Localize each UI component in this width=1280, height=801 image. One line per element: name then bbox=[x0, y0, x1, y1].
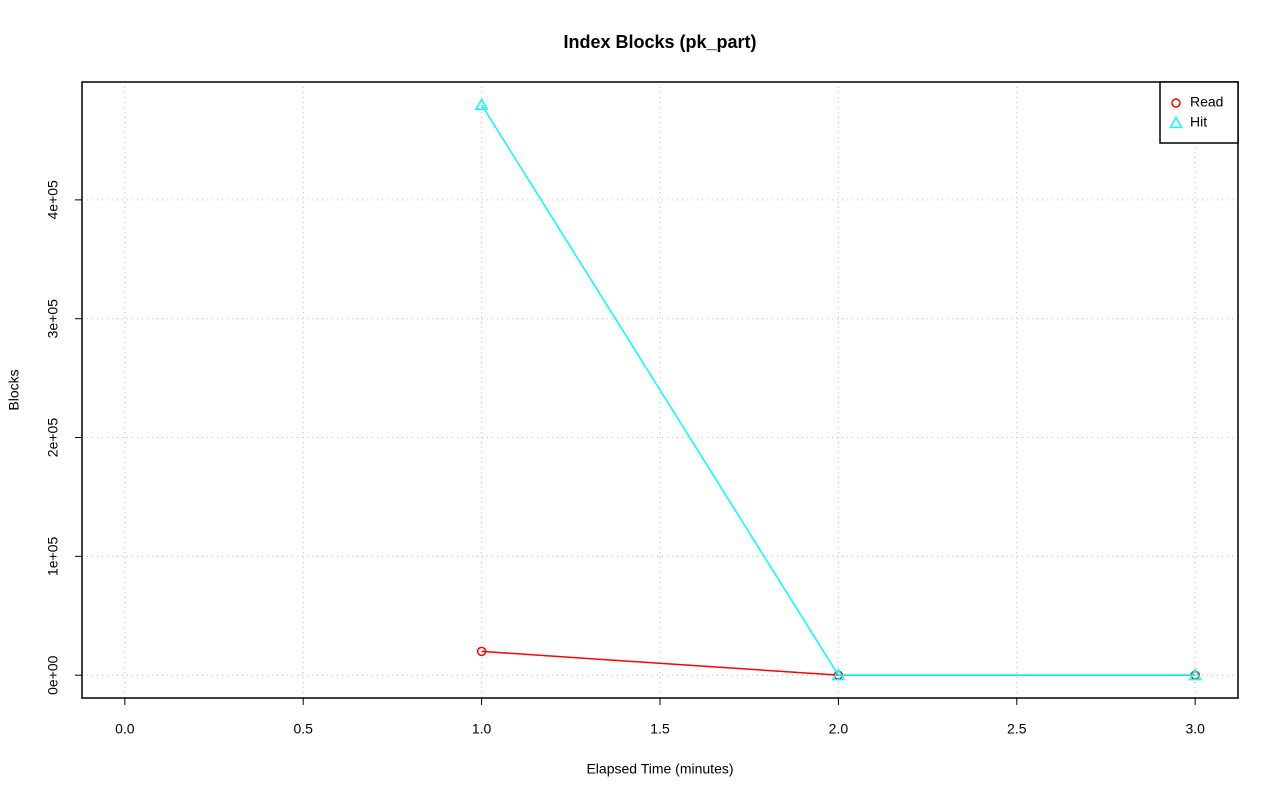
x-tick-label: 2.0 bbox=[829, 721, 849, 737]
x-tick-label: 0.0 bbox=[115, 721, 135, 737]
y-tick-label: 1e+05 bbox=[45, 536, 61, 576]
chart-title: Index Blocks (pk_part) bbox=[563, 32, 756, 52]
x-tick-label: 1.0 bbox=[472, 721, 492, 737]
y-tick-label: 3e+05 bbox=[45, 299, 61, 339]
x-tick-label: 0.5 bbox=[293, 721, 313, 737]
data-point bbox=[831, 668, 846, 681]
data-point bbox=[476, 646, 487, 657]
y-tick-label: 0e+00 bbox=[45, 655, 61, 695]
x-tick-label: 3.0 bbox=[1185, 721, 1205, 737]
legend-marker bbox=[1171, 98, 1181, 108]
y-tick-label: 2e+05 bbox=[45, 418, 61, 458]
y-axis-label: Blocks bbox=[6, 369, 22, 410]
data-point bbox=[474, 97, 489, 110]
data-point bbox=[1188, 668, 1202, 681]
legend-label: Hit bbox=[1190, 114, 1207, 130]
x-tick-label: 1.5 bbox=[650, 721, 670, 737]
x-axis-label: Elapsed Time (minutes) bbox=[586, 761, 733, 777]
plot-frame bbox=[81, 81, 1239, 699]
legend-marker bbox=[1169, 115, 1183, 129]
y-tick-label: 4e+05 bbox=[45, 180, 61, 220]
legend-label: Read bbox=[1190, 94, 1223, 110]
x-tick-label: 2.5 bbox=[1007, 721, 1027, 737]
series-line bbox=[480, 104, 1196, 676]
legend-box bbox=[1159, 81, 1239, 144]
